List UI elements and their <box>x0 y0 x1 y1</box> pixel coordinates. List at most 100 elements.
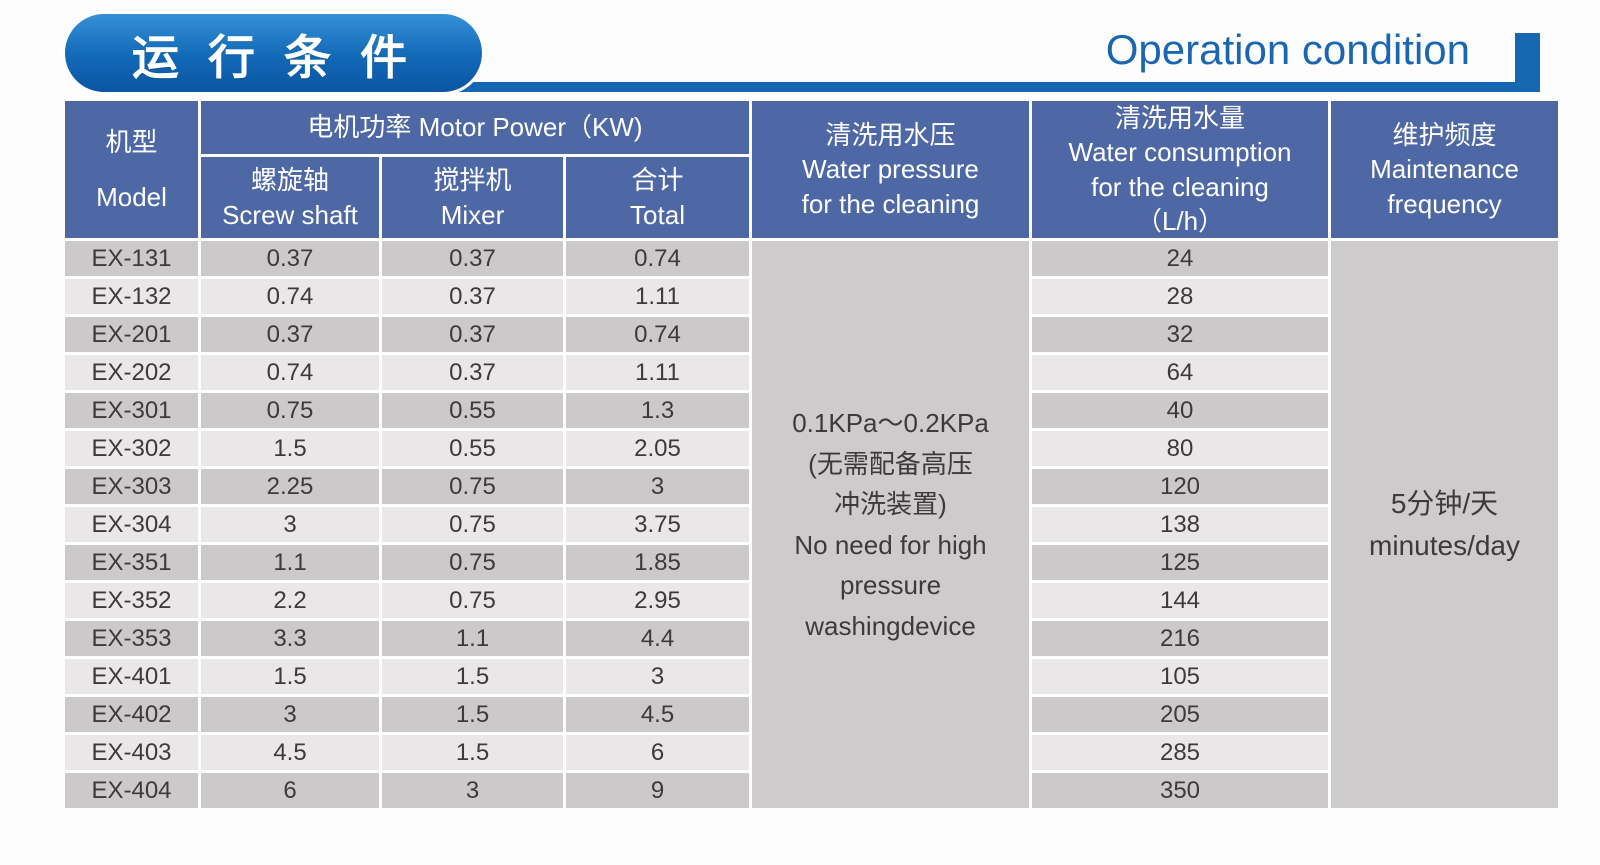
water-consumption-cell: 80 <box>1032 431 1329 467</box>
model-cell: EX-403 <box>65 735 198 771</box>
mixer-cell: 0.37 <box>382 241 563 277</box>
table-row: EX-351 1.1 0.75 1.85 125 <box>65 545 1558 581</box>
total-cell: 6 <box>566 735 750 771</box>
operation-condition-table: 机型 Model 电机功率 Motor Power（KW) 清洗用水压 Wate… <box>62 98 1561 811</box>
water-consumption-cell: 28 <box>1032 279 1329 315</box>
total-cell: 4.5 <box>566 697 750 733</box>
col-header-maintenance-zh: 维护频度 <box>1392 120 1497 151</box>
table-body: EX-131 0.37 0.37 0.74 0.1KPa～0.2KPa (无需配备高压 冲洗… <box>65 241 1559 809</box>
col-header-total-en: Total <box>630 199 685 230</box>
table-row: EX-401 1.5 1.5 3 105 <box>65 659 1558 695</box>
total-cell: 1.11 <box>566 355 750 391</box>
model-cell: EX-201 <box>65 317 198 353</box>
water-consumption-cell: 205 <box>1032 697 1329 733</box>
maintenance-merged-cell: 5分钟/天 minutes/day <box>1331 241 1559 809</box>
water-consumption-cell: 125 <box>1032 545 1329 581</box>
total-cell: 9 <box>566 773 750 809</box>
water-consumption-cell: 40 <box>1032 393 1329 429</box>
table-row: EX-302 1.5 0.55 2.05 80 <box>65 431 1558 467</box>
col-header-screw-en: Screw shaft <box>222 199 358 230</box>
mixer-cell: 1.1 <box>382 621 563 657</box>
mixer-cell: 0.75 <box>382 507 563 543</box>
table-row: EX-352 2.2 0.75 2.95 144 <box>65 583 1558 619</box>
model-cell: EX-401 <box>65 659 198 695</box>
total-cell: 1.85 <box>566 545 750 581</box>
water-consumption-cell: 24 <box>1032 241 1329 277</box>
table-row: EX-402 3 1.5 4.5 205 <box>65 697 1558 733</box>
page-title-zh: 运 行 条 件 <box>131 30 416 84</box>
col-header-mixer-zh: 搅拌机 <box>433 165 512 196</box>
maintenance-value-line: minutes/day <box>1369 529 1520 561</box>
total-cell: 3 <box>566 469 750 505</box>
table-row: EX-403 4.5 1.5 6 285 <box>65 735 1558 771</box>
model-cell: EX-352 <box>65 583 198 619</box>
model-cell: EX-353 <box>65 621 198 657</box>
col-header-pressure-en2: for the cleaning <box>801 188 980 219</box>
water-consumption-cell: 285 <box>1032 735 1329 771</box>
water-consumption-cell: 138 <box>1032 507 1329 543</box>
screw-shaft-cell: 0.37 <box>201 241 379 277</box>
water-consumption-cell: 64 <box>1032 355 1329 391</box>
table-row: EX-303 2.25 0.75 3 120 <box>65 469 1558 505</box>
col-header-maintenance-en2: frequency <box>1387 188 1502 219</box>
water-pressure-note-line: pressure <box>839 570 942 601</box>
page-title-en: Operation condition <box>1105 26 1470 73</box>
water-consumption-cell: 216 <box>1032 621 1329 657</box>
mixer-cell: 0.75 <box>382 545 563 581</box>
table-row: EX-404 6 3 9 350 <box>65 773 1558 809</box>
total-cell: 0.74 <box>566 317 750 353</box>
screw-shaft-cell: 6 <box>201 773 379 809</box>
mixer-cell: 1.5 <box>382 735 563 771</box>
col-header-water-consumption: 清洗用水量 Water consumption for the cleaning… <box>1032 101 1329 239</box>
screw-shaft-cell: 2.25 <box>201 469 379 505</box>
col-header-consumption-zh: 清洗用水量 <box>1115 103 1246 133</box>
model-cell: EX-202 <box>65 355 198 391</box>
model-cell: EX-402 <box>65 697 198 733</box>
col-header-model-en: Model <box>96 181 167 212</box>
mixer-cell: 1.5 <box>382 697 563 733</box>
col-header-screw-zh: 螺旋轴 <box>250 165 329 196</box>
mixer-cell: 3 <box>382 773 563 809</box>
table-row: EX-132 0.74 0.37 1.11 28 <box>65 279 1558 315</box>
table-row: EX-301 0.75 0.55 1.3 40 <box>65 393 1558 429</box>
mixer-cell: 0.75 <box>382 583 563 619</box>
col-header-pressure-en1: Water pressure <box>802 154 979 185</box>
model-cell: EX-302 <box>65 431 198 467</box>
water-consumption-cell: 144 <box>1032 583 1329 619</box>
screw-shaft-cell: 3 <box>201 507 379 543</box>
col-header-maintenance-en1: Maintenance <box>1370 154 1519 185</box>
col-header-total-zh: 合计 <box>631 165 684 196</box>
water-consumption-cell: 32 <box>1032 317 1329 353</box>
col-header-model-zh: 机型 <box>105 127 158 158</box>
screw-shaft-cell: 0.75 <box>201 393 379 429</box>
col-header-mixer-en: Mixer <box>440 199 505 230</box>
col-header-pressure-zh: 清洗用水压 <box>825 120 956 151</box>
col-header-screw-shaft: 螺旋轴 Screw shaft <box>201 156 379 239</box>
col-header-consumption-en1: Water consumption <box>1068 137 1292 168</box>
mixer-cell: 1.5 <box>382 659 563 695</box>
col-header-water-pressure: 清洗用水压 Water pressure for the cleaning <box>752 101 1030 239</box>
total-cell: 0.74 <box>566 241 750 277</box>
water-consumption-cell: 350 <box>1032 773 1329 809</box>
table-header: 机型 Model 电机功率 Motor Power（KW) 清洗用水压 Wate… <box>65 101 1559 239</box>
mixer-cell: 0.37 <box>382 317 563 353</box>
total-cell: 3 <box>566 659 750 695</box>
total-cell: 4.4 <box>566 621 750 657</box>
screw-shaft-cell: 0.37 <box>201 317 379 353</box>
mixer-cell: 0.37 <box>382 279 563 315</box>
screw-shaft-cell: 4.5 <box>201 735 379 771</box>
mixer-cell: 0.55 <box>382 393 563 429</box>
model-cell: EX-132 <box>65 279 198 315</box>
water-pressure-note-line: 冲洗装置) <box>834 489 947 520</box>
screw-shaft-cell: 3.3 <box>201 621 379 657</box>
total-cell: 2.95 <box>566 583 750 619</box>
accent-endbar <box>1515 33 1540 92</box>
screw-shaft-cell: 1.1 <box>201 545 379 581</box>
mixer-cell: 0.75 <box>382 469 563 505</box>
col-header-motor-power-group: 电机功率 Motor Power（KW) <box>201 101 750 154</box>
total-cell: 2.05 <box>566 431 750 467</box>
water-consumption-cell: 120 <box>1032 469 1329 505</box>
table-row: EX-131 0.37 0.37 0.74 0.1KPa～0.2KPa (无需配备高压 冲洗… <box>65 241 1559 809</box>
col-header-maintenance: 维护频度 Maintenance frequency <box>1331 101 1559 239</box>
maintenance-value-line: 5分钟/天 <box>1390 487 1499 519</box>
